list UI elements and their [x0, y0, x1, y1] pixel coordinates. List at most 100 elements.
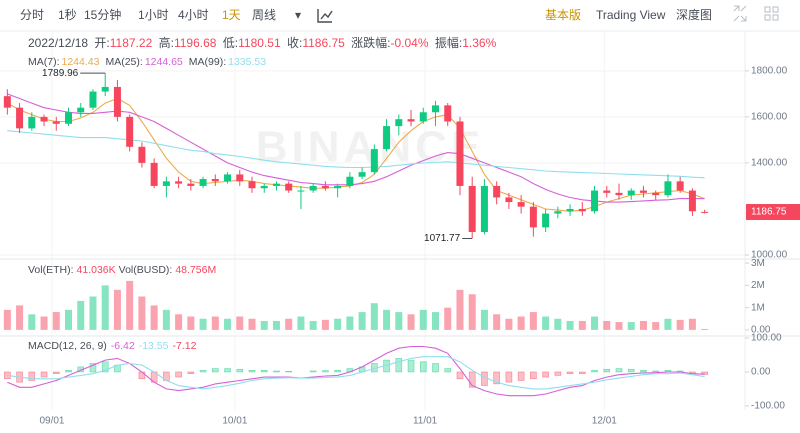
settings-icon[interactable] — [764, 6, 779, 21]
interval-tab[interactable]: 4小时 — [178, 8, 209, 22]
candle-body — [28, 116, 36, 129]
volume-bar — [370, 303, 378, 330]
macd-bar — [175, 371, 182, 378]
open-value: 1187.22 — [110, 36, 153, 50]
candle-body — [224, 174, 232, 182]
macd-bar — [309, 370, 317, 373]
legend-value: -7.12 — [173, 340, 197, 352]
volume-bar — [113, 289, 121, 330]
legend-name: MA(99): — [189, 56, 226, 68]
macd-bar — [395, 358, 403, 373]
interval-tab[interactable]: 分时 — [20, 8, 44, 22]
candle-body — [272, 183, 280, 186]
macd-bar — [248, 369, 256, 373]
x-tick-label: 10/01 — [222, 416, 247, 427]
macd-bar — [224, 368, 231, 373]
legend-value: 1335.53 — [228, 56, 266, 68]
candle-body — [52, 121, 60, 124]
min-label: 1071.77 — [424, 233, 461, 244]
y-tick-label: 1800.00 — [751, 65, 788, 76]
volume-bar — [664, 318, 672, 330]
view-tab[interactable]: 深度图 — [676, 7, 712, 22]
volume-bar — [383, 309, 391, 330]
macd-bar — [456, 371, 464, 380]
volume-bar — [224, 318, 232, 330]
candle-body — [456, 121, 464, 186]
volume-bar — [419, 309, 427, 330]
interval-tab[interactable]: 1小时 — [138, 8, 169, 22]
last-price-label: 1186.75 — [751, 207, 787, 218]
macd-bar — [212, 368, 219, 373]
candle-body — [395, 119, 403, 127]
interval-tab[interactable]: 周线 — [252, 8, 276, 22]
x-tick-label: 12/01 — [592, 416, 617, 427]
macd-bar — [542, 371, 549, 378]
volume-bar — [639, 320, 647, 330]
volume-bar — [162, 309, 170, 330]
candle-body — [688, 190, 696, 212]
high-label: 高: — [159, 35, 174, 50]
y-tick-label: 2M — [751, 280, 765, 291]
macd-bar — [566, 371, 574, 374]
interval-tab[interactable]: 15分钟 — [84, 7, 121, 22]
candle-body — [578, 208, 586, 212]
candle-body — [187, 183, 195, 186]
volume-bar — [432, 312, 440, 330]
volume-bar — [285, 318, 293, 330]
interval-tab[interactable]: ▾ — [295, 8, 301, 22]
legend-name: MACD(12, 26, 9) — [28, 340, 107, 352]
ma-line — [7, 93, 705, 203]
macd-bar — [554, 371, 562, 376]
view-tab[interactable]: 基本版 — [545, 8, 581, 22]
view-tab[interactable]: Trading View — [596, 8, 666, 22]
volume-bar — [272, 320, 280, 330]
candle-body — [126, 116, 134, 147]
interval-tab[interactable]: 1天 — [222, 8, 241, 22]
volume-bar — [89, 296, 97, 330]
x-tick-label: 09/01 — [39, 416, 64, 427]
candle-body — [407, 119, 415, 122]
volume-bar — [542, 316, 550, 330]
volume-bar — [529, 312, 537, 330]
candle-body — [285, 183, 293, 191]
volume-bar — [566, 320, 574, 330]
watermark: BINANCE — [256, 123, 484, 172]
candle-body — [321, 185, 329, 189]
legend-item: 41.036K — [77, 264, 116, 276]
open-label: 开: — [94, 36, 109, 50]
interval-tab[interactable]: 1秒 — [58, 8, 77, 22]
macd-bar — [101, 361, 109, 373]
ma-line — [7, 130, 705, 179]
macd-bar — [273, 370, 280, 373]
volume-bar — [456, 289, 464, 330]
candle-body — [480, 185, 488, 232]
candle-body — [248, 181, 256, 189]
expand-icon[interactable] — [733, 5, 747, 22]
candle-body — [297, 190, 305, 192]
volume-bar — [101, 285, 109, 330]
macd-bar — [627, 368, 635, 373]
macd-bar — [236, 368, 244, 373]
indicator-icon[interactable] — [317, 9, 333, 23]
macd-bar — [701, 371, 708, 375]
macd-bar — [407, 359, 415, 373]
volume-bar — [150, 305, 158, 330]
legend-name: MA(7): — [28, 56, 60, 68]
volume-bar — [309, 320, 317, 330]
candle-body — [468, 185, 476, 232]
candle-body — [419, 112, 427, 122]
volume-bar — [493, 314, 501, 330]
macd-bar — [444, 368, 452, 373]
volume-bar — [248, 318, 256, 330]
candle-body — [138, 146, 146, 163]
candle-body — [383, 126, 391, 150]
volume-bar — [199, 318, 207, 330]
macd-bar — [199, 369, 207, 373]
volume-legend: Vol(ETH): 41.036K Vol(BUSD): 48.756M — [28, 264, 216, 276]
candle-body — [370, 149, 378, 173]
candle-body — [591, 190, 599, 212]
candle-body — [639, 190, 647, 193]
amplitude-value: 1.36% — [462, 36, 496, 50]
macd-bar — [260, 369, 268, 373]
candle-body — [542, 213, 550, 228]
